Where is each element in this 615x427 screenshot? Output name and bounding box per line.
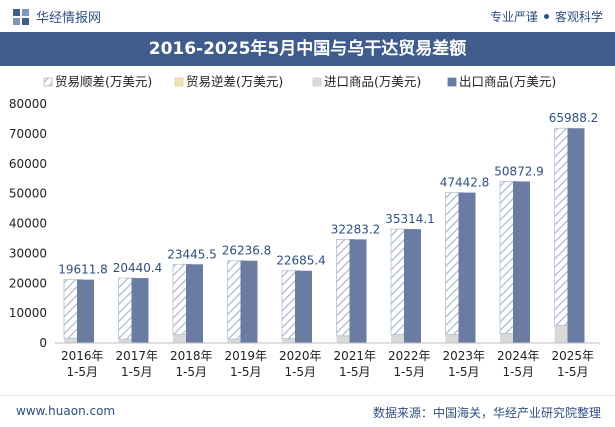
export-bar (77, 279, 94, 343)
surplus-data-label: 50872.9 (494, 164, 544, 178)
surplus-data-label: 32283.2 (331, 222, 381, 236)
x-axis: 2016年 1-5月 2017年 1-5月 2018年 1-5月 2019年 1-5月 2020… (55, 342, 600, 379)
tagline: 专业严谨 客观科学 (490, 8, 603, 25)
y-axis: 0 10000 20000 30000 40000 50000 60000 70000 8000… (9, 97, 47, 350)
x-tick-label: 1-5月 (175, 365, 207, 379)
x-tick-label: 1-5月 (284, 365, 316, 379)
legend-swatch-2 (312, 77, 322, 87)
y-tick-label: 70000 (9, 127, 47, 141)
x-tick-label: 1-5月 (339, 365, 371, 379)
y-tick-label: 30000 (9, 246, 47, 260)
import-bar (336, 335, 355, 343)
brand: 华经情报网 (12, 7, 101, 26)
export-bar (458, 192, 476, 343)
x-tick-label: 1-5月 (448, 365, 480, 379)
export-bar (513, 181, 530, 343)
surplus-data-label: 35314.1 (385, 212, 435, 226)
surplus-data-label: 19611.8 (58, 263, 108, 277)
data-source-note: 数据来源：中国海关，华经产业研究院整理 (372, 406, 601, 420)
export-bar (295, 270, 312, 343)
x-tick-label: 1-5月 (393, 365, 425, 379)
chart-area: 贸易顺差(万美元) 贸易逆差(万美元) 进口商品(万美元) 出口商品(万美元) 0 10… (0, 66, 615, 396)
website-link[interactable]: www.huaon.com (16, 404, 116, 418)
x-tick-label: 2022年 (388, 349, 431, 363)
huajing-logo-icon (13, 8, 29, 25)
surplus-data-label: 47442.8 (440, 176, 490, 190)
y-tick-label: 10000 (9, 306, 47, 320)
y-tick-label: 0 (39, 336, 47, 350)
x-tick-label: 1-5月 (66, 365, 98, 379)
legend-swatch-0 (43, 77, 53, 87)
export-bar (349, 239, 367, 343)
legend-swatch-3 (447, 77, 457, 87)
export-bar (186, 264, 203, 343)
chart-title: 2016-2025年5月中国与乌干达贸易差额 (148, 39, 467, 59)
legend-label-1: 贸易逆差(万美元) (186, 74, 283, 89)
surplus-data-label: 23445.5 (167, 247, 217, 261)
surplus-data-label: 22685.4 (276, 254, 326, 268)
bars: 19611.8 20440.4 23445.5 26236.8 22685.4 32283… (58, 111, 598, 343)
y-tick-label: 80000 (9, 97, 47, 111)
legend-label-2: 进口商品(万美元) (324, 74, 421, 89)
x-tick-label: 2017年 (115, 349, 158, 363)
export-bar (567, 128, 585, 343)
bar-chart: 贸易顺差(万美元) 贸易逆差(万美元) 进口商品(万美元) 出口商品(万美元) 0 10… (9, 74, 600, 379)
tagline-left: 专业严谨 (489, 10, 538, 24)
import-bar (173, 334, 191, 343)
legend-label-0: 贸易顺差(万美元) (55, 74, 152, 89)
y-tick-label: 50000 (9, 187, 47, 201)
export-bar (131, 278, 149, 343)
x-tick-label: 1-5月 (557, 365, 589, 379)
x-tick-label: 2020年 (279, 349, 322, 363)
import-bar (282, 338, 300, 343)
brand-name: 华经情报网 (36, 11, 102, 26)
x-tick-label: 1-5月 (502, 365, 534, 379)
x-tick-label: 2021年 (333, 349, 376, 363)
export-bar (240, 260, 258, 343)
y-tick-label: 60000 (9, 157, 47, 171)
import-bar (227, 339, 246, 343)
footer: www.huaon.com 数据来源：中国海关，华经产业研究院整理 (0, 395, 615, 427)
export-bar (404, 229, 421, 343)
surplus-data-label: 26236.8 (222, 244, 272, 258)
legend-swatch-1 (174, 77, 184, 87)
legend: 贸易顺差(万美元) 贸易逆差(万美元) 进口商品(万美元) 出口商品(万美元) (43, 74, 556, 89)
legend-label-3: 出口商品(万美元) (459, 74, 556, 89)
tagline-right: 客观科学 (554, 10, 603, 24)
x-tick-label: 2023年 (442, 349, 485, 363)
import-bar (500, 333, 518, 343)
top-bar: 华经情报网 专业严谨 客观科学 (0, 0, 615, 32)
y-tick-label: 40000 (9, 217, 47, 231)
x-tick-label: 2024年 (497, 349, 540, 363)
x-tick-label: 1-5月 (230, 365, 262, 379)
surplus-data-label: 65988.2 (549, 111, 599, 125)
x-tick-label: 2016年 (61, 349, 104, 363)
x-tick-label: 1-5月 (121, 365, 153, 379)
x-tick-label: 2019年 (224, 349, 267, 363)
x-tick-label: 2025年 (551, 349, 594, 363)
import-bar (118, 339, 137, 343)
tagline-separator-dot (543, 14, 549, 19)
import-bar (391, 334, 409, 343)
import-bar (445, 334, 464, 343)
title-bar: 2016-2025年5月中国与乌干达贸易差额 (0, 32, 615, 66)
import-bar (64, 338, 82, 343)
x-tick-label: 2018年 (170, 349, 213, 363)
surplus-data-label: 20440.4 (113, 261, 163, 275)
y-tick-label: 20000 (9, 276, 47, 290)
